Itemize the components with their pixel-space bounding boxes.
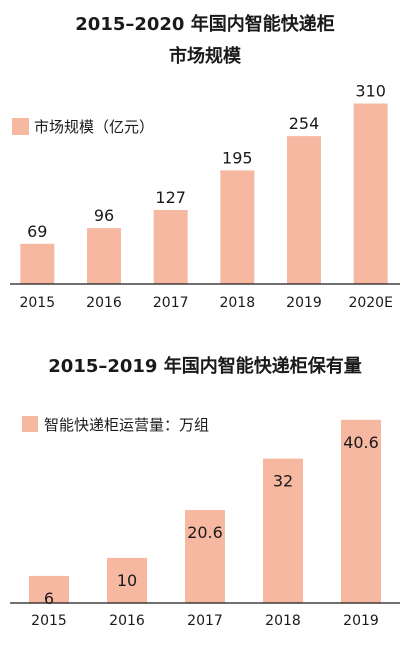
chart2-bars: 6 10 20.6 32 40.6 — [29, 419, 381, 608]
bar-2017 — [185, 510, 225, 603]
bar-2018 — [220, 170, 255, 284]
bar-2016 — [107, 557, 147, 603]
x-tick-2020E: 2020E — [348, 295, 392, 311]
chart1-legend-label: 市场规模（亿元） — [34, 118, 154, 136]
chart1-legend-swatch — [12, 118, 29, 135]
chart1-bars: 69 96 127 195 254 310 — [20, 82, 388, 284]
x-tick-2019: 2019 — [286, 295, 322, 311]
bar-2020E — [353, 103, 388, 284]
value-label-2016: 96 — [94, 206, 114, 225]
x-tick-2018: 2018 — [265, 613, 301, 629]
bar-2015 — [29, 575, 69, 603]
value-label-2015: 6 — [44, 589, 54, 608]
bar-2016 — [87, 228, 121, 284]
x-tick-2018: 2018 — [219, 295, 255, 311]
bar-2019 — [341, 419, 381, 603]
value-label-2020E: 310 — [355, 82, 386, 101]
value-label-2015: 69 — [27, 222, 47, 241]
value-label-2019: 40.6 — [343, 433, 379, 452]
chart1-title: 2015–2020 年国内智能快递柜 — [75, 13, 334, 35]
bar-2017 — [153, 210, 188, 284]
value-label-2017: 127 — [155, 188, 186, 207]
x-tick-2017: 2017 — [153, 295, 189, 311]
chart2-x-ticks: 2015 2016 2017 2018 2019 — [31, 613, 379, 629]
value-label-2019: 254 — [289, 114, 320, 133]
chart2-legend-swatch — [22, 416, 38, 432]
x-tick-2017: 2017 — [187, 613, 223, 629]
x-tick-2016: 2016 — [109, 613, 145, 629]
chart2-legend-label: 智能快递柜运营量：万组 — [44, 416, 209, 434]
bar-2018 — [263, 458, 303, 603]
bar-2019 — [287, 136, 321, 284]
value-label-2018: 32 — [273, 472, 293, 491]
chart-market-size: 2015–2020 年国内智能快递柜 市场规模 市场规模（亿元） 69 96 127… — [10, 13, 400, 311]
x-tick-2016: 2016 — [86, 295, 122, 311]
x-tick-2019: 2019 — [343, 613, 379, 629]
x-tick-2015: 2015 — [31, 613, 67, 629]
bar-2015 — [20, 243, 55, 284]
chart-installed-base: 2015–2019 年国内智能快递柜保有量 智能快递柜运营量：万组 6 10 20.… — [10, 355, 400, 629]
value-label-2017: 20.6 — [187, 523, 223, 542]
x-tick-2015: 2015 — [19, 295, 55, 311]
value-label-2016: 10 — [117, 571, 137, 590]
chart2-title: 2015–2019 年国内智能快递柜保有量 — [48, 355, 361, 377]
value-label-2018: 195 — [222, 148, 253, 167]
chart1-subtitle: 市场规模 — [169, 45, 242, 67]
chart1-x-ticks: 2015 2016 2017 2018 2019 2020E — [19, 295, 392, 311]
